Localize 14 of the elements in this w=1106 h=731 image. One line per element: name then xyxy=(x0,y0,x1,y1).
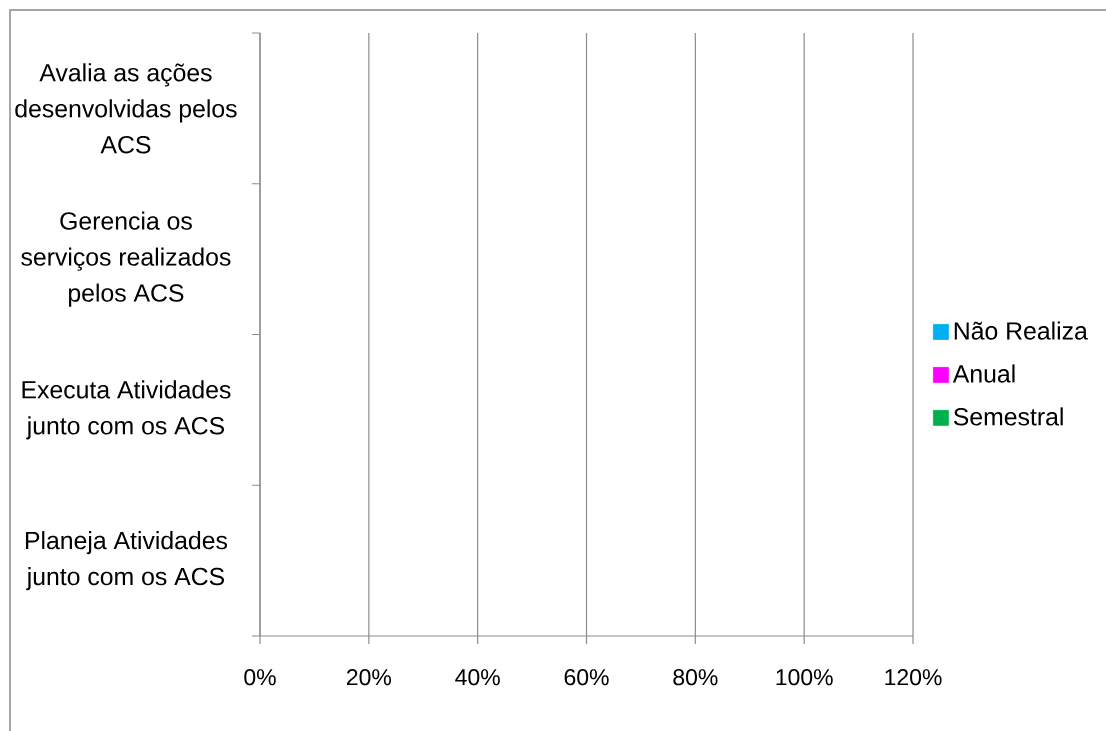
x-tick-label: 100% xyxy=(776,669,833,686)
y-tick-label: Avalia as ações desenvolvidas pelos ACS xyxy=(15,63,237,154)
x-tick-label: 120% xyxy=(885,669,942,686)
legend-label: Não Realiza xyxy=(954,321,1088,340)
legend-label: Semestral xyxy=(953,407,1063,426)
x-tick-label: 40% xyxy=(455,669,500,686)
x-tick-label: 20% xyxy=(346,669,392,686)
y-tick-label: Gerencia os serviços realizados pelos ACS xyxy=(21,211,231,307)
x-tick-label: 0% xyxy=(244,669,276,686)
x-tick-label: 80% xyxy=(673,669,718,686)
y-tick-label: Planeja Atividades junto com os ACS xyxy=(25,531,228,591)
y-tick-label: Executa Atividades junto com os ACS xyxy=(22,380,231,440)
legend-label: Anual xyxy=(952,364,1015,383)
x-tick-label: 60% xyxy=(564,669,609,686)
